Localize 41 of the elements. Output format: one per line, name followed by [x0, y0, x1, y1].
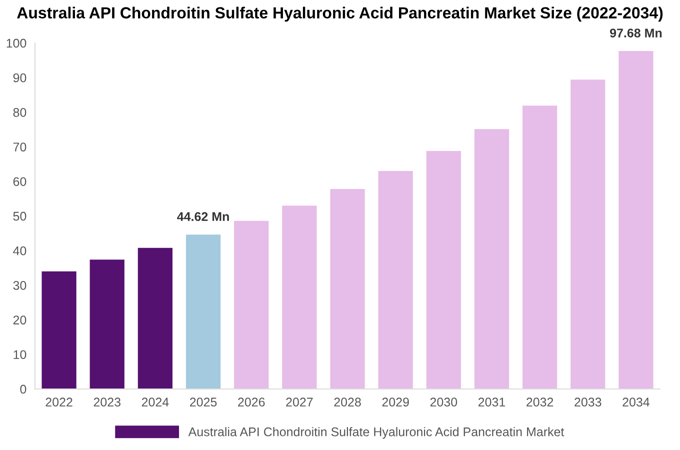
y-tick-label: 10: [14, 350, 26, 360]
x-tick-label: 2034: [622, 398, 650, 407]
x-tick-label: 2030: [430, 398, 458, 407]
x-tick-label: 2022: [46, 398, 72, 407]
bar: [618, 51, 654, 389]
bar: [90, 260, 124, 389]
bar: [426, 150, 461, 389]
bar: [474, 129, 510, 389]
bar: [282, 206, 317, 389]
bar: [330, 189, 365, 389]
x-tick-label: 2027: [286, 398, 313, 407]
bar: [522, 106, 558, 389]
chart-title: Australia API Chondroitin Sulfate Hyaluronic Acid Pancreatin Market Size (2022-2034): [17, 6, 663, 22]
y-tick-label: 100: [6, 38, 26, 48]
bar: [234, 220, 269, 389]
x-tick-label: 2023: [94, 398, 120, 407]
y-tick-label: 90: [13, 73, 26, 82]
y-tick-label: 30: [13, 281, 26, 290]
x-tick-label: 2026: [238, 398, 265, 407]
bar: [138, 248, 172, 389]
x-tick-label: 2032: [526, 398, 554, 407]
bar: [570, 80, 606, 389]
data-label: 97.68 Mn: [610, 28, 662, 38]
bar: [186, 234, 221, 389]
legend-label: Australia API Chondroitin Sulfate Hyaluronic Acid Pancreatin Market: [188, 427, 564, 439]
x-tick-label: 2024: [142, 398, 169, 407]
bar: [378, 171, 413, 389]
y-tick-label: 40: [13, 246, 26, 256]
y-tick-label: 70: [13, 142, 26, 152]
y-tick-label: 20: [13, 316, 26, 324]
x-tick-label: 2029: [382, 398, 409, 407]
x-tick-label: 2033: [574, 398, 602, 407]
x-tick-label: 2028: [334, 398, 361, 407]
y-tick-label: 60: [13, 177, 26, 186]
data-label: 44.62 Mn: [177, 212, 229, 222]
y-tick-label: 0: [20, 384, 26, 394]
bar: [42, 271, 76, 389]
y-tick-label: 80: [13, 108, 26, 117]
y-tick-label: 50: [13, 212, 26, 221]
x-tick-label: 2031: [478, 398, 506, 407]
x-tick-label: 2025: [190, 398, 217, 407]
